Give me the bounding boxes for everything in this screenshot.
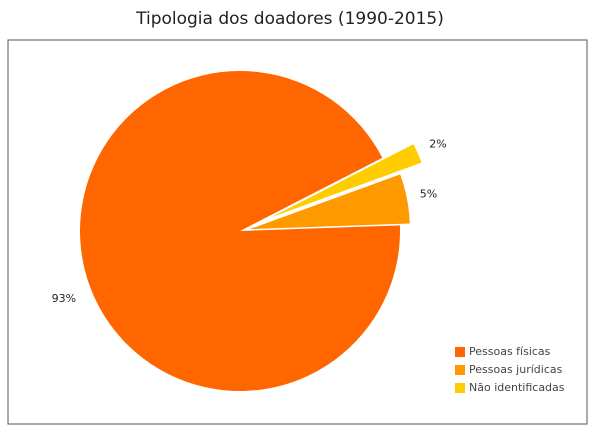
pie-slice xyxy=(271,144,422,218)
legend-swatch xyxy=(455,365,465,375)
legend-swatch xyxy=(455,347,465,357)
pie-slice xyxy=(249,174,410,230)
legend-label: Pessoas físicas xyxy=(469,345,551,358)
data-label: 2% xyxy=(429,138,446,151)
data-label: 93% xyxy=(52,292,76,305)
plot-frame xyxy=(7,39,588,425)
data-label: 5% xyxy=(420,187,437,200)
pie-slice xyxy=(79,70,400,391)
chart-title: Tipologia dos doadores (1990-2015) xyxy=(135,9,444,29)
legend-swatch xyxy=(455,383,465,393)
legend-label: Pessoas jurídicas xyxy=(469,363,563,376)
legend-label: Não identificadas xyxy=(469,381,565,394)
